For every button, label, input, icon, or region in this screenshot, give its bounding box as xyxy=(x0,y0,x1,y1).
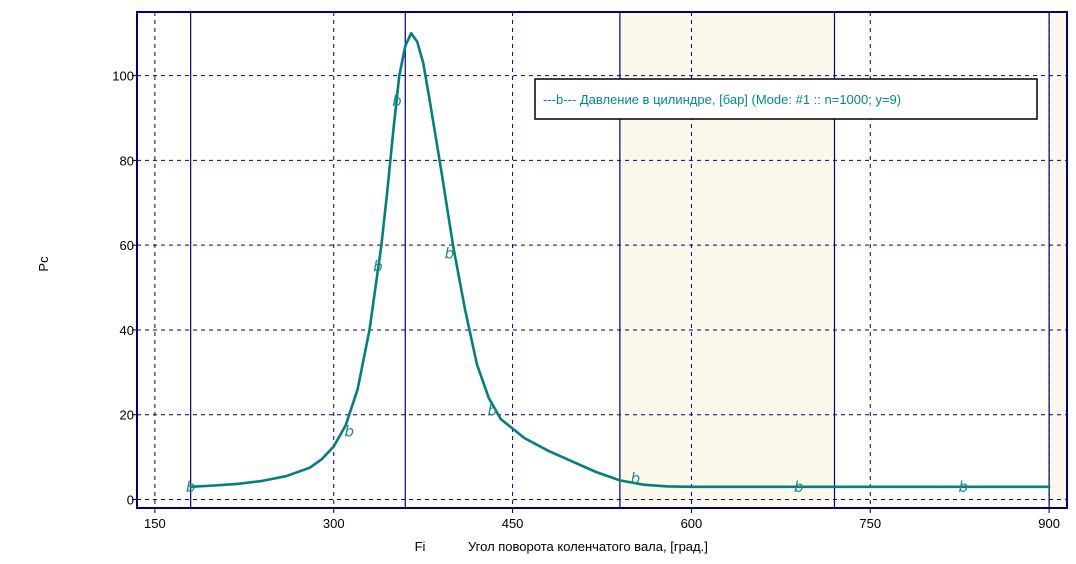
series-line xyxy=(189,31,1051,489)
legend-label: ---b--- Давление в цилиндре, [бар] (Mode… xyxy=(543,92,901,107)
x-tick-label: 300 xyxy=(323,516,345,531)
pressure-series xyxy=(189,31,1051,489)
series-marker: b xyxy=(373,257,383,275)
x-axis-short-label: Fi xyxy=(415,539,426,554)
y-tick-label: 100 xyxy=(112,69,134,84)
series-marker: b xyxy=(445,245,455,263)
y-tick-label: 0 xyxy=(127,493,134,508)
x-tick-label: 750 xyxy=(859,516,881,531)
shaded-band-1 xyxy=(1049,12,1067,508)
series-markers: b b b b b b b b b xyxy=(186,92,968,496)
series-marker: b xyxy=(959,478,969,496)
y-tick-label: 40 xyxy=(120,323,134,338)
y-tick-label: 80 xyxy=(120,153,134,168)
series-marker: b xyxy=(392,92,402,110)
legend-box xyxy=(534,78,1038,120)
y-ticks: 0 20 40 60 80 100 xyxy=(112,69,137,508)
x-tick-label: 450 xyxy=(502,516,524,531)
series-marker: b xyxy=(794,478,804,496)
y-tick-label: 60 xyxy=(120,238,134,253)
plot-frame xyxy=(136,11,1068,509)
legend: ---b--- Давление в цилиндре, [бар] (Mode… xyxy=(534,78,1038,120)
y-axis-label: Pc xyxy=(36,256,51,272)
series-marker: b xyxy=(186,478,196,496)
y-tick-label: 20 xyxy=(120,408,134,423)
x-tick-label: 150 xyxy=(144,516,166,531)
series-marker: b xyxy=(488,401,498,419)
x-axis-label: Угол поворота коленчатого вала, [град.] xyxy=(468,539,708,554)
x-ticks: 150 300 450 600 750 900 xyxy=(144,508,1060,531)
series-marker: b xyxy=(344,423,354,441)
series-marker: b xyxy=(631,469,641,487)
x-tick-label: 900 xyxy=(1038,516,1060,531)
x-tick-label: 600 xyxy=(681,516,703,531)
